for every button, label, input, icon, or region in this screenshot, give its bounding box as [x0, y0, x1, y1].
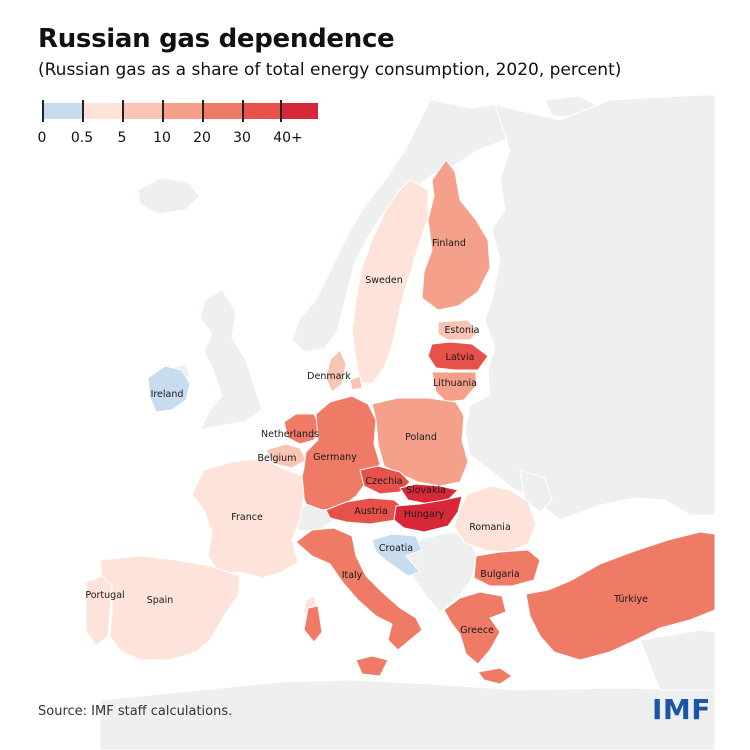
country-label-italy: Italy — [342, 570, 363, 581]
legend-swatch — [122, 103, 162, 119]
legend-tick — [202, 100, 204, 122]
country-label-lithuania: Lithuania — [433, 378, 477, 389]
country-label-t-rkiye: Türkiye — [613, 594, 648, 605]
legend-label: 0 — [37, 130, 47, 146]
chart-title: Russian gas dependence — [38, 24, 395, 54]
legend-tick — [82, 100, 84, 122]
country-shape — [85, 575, 113, 647]
legend-tick — [242, 100, 244, 122]
country-label-czechia: Czechia — [365, 476, 402, 487]
country-label-bulgaria: Bulgaria — [480, 569, 519, 580]
legend-swatch — [42, 103, 82, 119]
country-spain — [99, 555, 241, 661]
neutral-land — [99, 94, 716, 750]
legend-tick — [122, 100, 124, 122]
country-label-romania: Romania — [469, 522, 511, 533]
country-label-croatia: Croatia — [379, 543, 413, 554]
legend-label: 30 — [233, 130, 251, 146]
country-shape — [299, 395, 381, 511]
country-bulgaria — [473, 549, 541, 587]
country-t-rkiye — [525, 531, 716, 661]
country-label-sweden: Sweden — [365, 275, 403, 286]
country-shape — [371, 397, 469, 487]
country-poland — [371, 397, 469, 487]
legend-label: 40+ — [273, 130, 303, 146]
legend-swatch — [82, 103, 122, 119]
country-denmark — [325, 349, 363, 393]
legend-tick — [162, 100, 164, 122]
country-latvia — [427, 341, 489, 371]
country-hungary — [393, 495, 463, 533]
country-label-finland: Finland — [432, 238, 466, 249]
legend-label: 20 — [193, 130, 211, 146]
legend-label: 0.5 — [70, 130, 94, 146]
country-shape — [371, 533, 423, 577]
legend-label: 10 — [153, 130, 171, 146]
country-estonia — [437, 319, 479, 341]
country-label-ireland: Ireland — [151, 389, 184, 400]
country-shape — [349, 375, 363, 391]
country-label-denmark: Denmark — [307, 371, 351, 382]
country-shape — [431, 371, 477, 403]
country-shape — [303, 605, 323, 643]
country-shape — [427, 341, 489, 371]
legend-swatch — [162, 103, 202, 119]
legend-swatch — [202, 103, 242, 119]
country-shape — [393, 495, 463, 533]
country-label-hungary: Hungary — [404, 509, 445, 520]
country-italy — [295, 527, 423, 677]
country-sweden — [351, 179, 429, 385]
country-shape — [477, 667, 513, 685]
country-label-poland: Poland — [405, 432, 437, 443]
country-label-portugal: Portugal — [85, 590, 124, 601]
country-label-spain: Spain — [147, 595, 174, 606]
country-label-estonia: Estonia — [445, 325, 480, 336]
country-label-latvia: Latvia — [446, 352, 475, 363]
country-shape — [147, 365, 191, 413]
country-shape — [99, 555, 241, 661]
country-greece — [443, 591, 513, 685]
legend-label: 5 — [117, 130, 127, 146]
country-shape — [525, 531, 716, 661]
country-shape — [325, 349, 347, 393]
country-shape — [421, 159, 491, 311]
country-label-netherlands: Netherlands — [261, 429, 319, 440]
legend-tick — [280, 100, 282, 122]
country-shape — [295, 527, 423, 651]
country-label-germany: Germany — [313, 452, 357, 463]
legend-swatch — [242, 103, 280, 119]
country-ireland — [147, 365, 191, 413]
color-legend: 0 0.5 5 10 20 30 40+ — [38, 100, 328, 160]
country-shape — [399, 483, 459, 505]
country-shape — [355, 655, 389, 677]
imf-logo: IMF — [652, 693, 711, 726]
country-shape — [437, 319, 479, 341]
legend-swatch — [280, 103, 318, 119]
country-finland — [421, 159, 491, 311]
legend-tick — [42, 100, 44, 122]
country-label-greece: Greece — [460, 625, 494, 636]
chart-subtitle: (Russian gas as a share of total energy … — [38, 60, 622, 80]
country-shape — [453, 485, 537, 553]
country-label-slovakia: Slovakia — [406, 485, 446, 496]
country-shape — [443, 591, 507, 665]
country-portugal — [85, 575, 113, 647]
country-label-france: France — [231, 512, 263, 523]
country-shape — [191, 457, 305, 579]
country-lithuania — [431, 371, 477, 403]
country-germany — [299, 395, 381, 511]
source-note: Source: IMF staff calculations. — [38, 704, 233, 719]
country-slovakia — [399, 483, 459, 505]
country-romania — [453, 485, 537, 553]
country-label-austria: Austria — [354, 506, 388, 517]
country-label-belgium: Belgium — [258, 453, 297, 464]
country-shape — [473, 549, 541, 587]
country-croatia — [371, 533, 423, 577]
country-shape — [351, 179, 429, 385]
